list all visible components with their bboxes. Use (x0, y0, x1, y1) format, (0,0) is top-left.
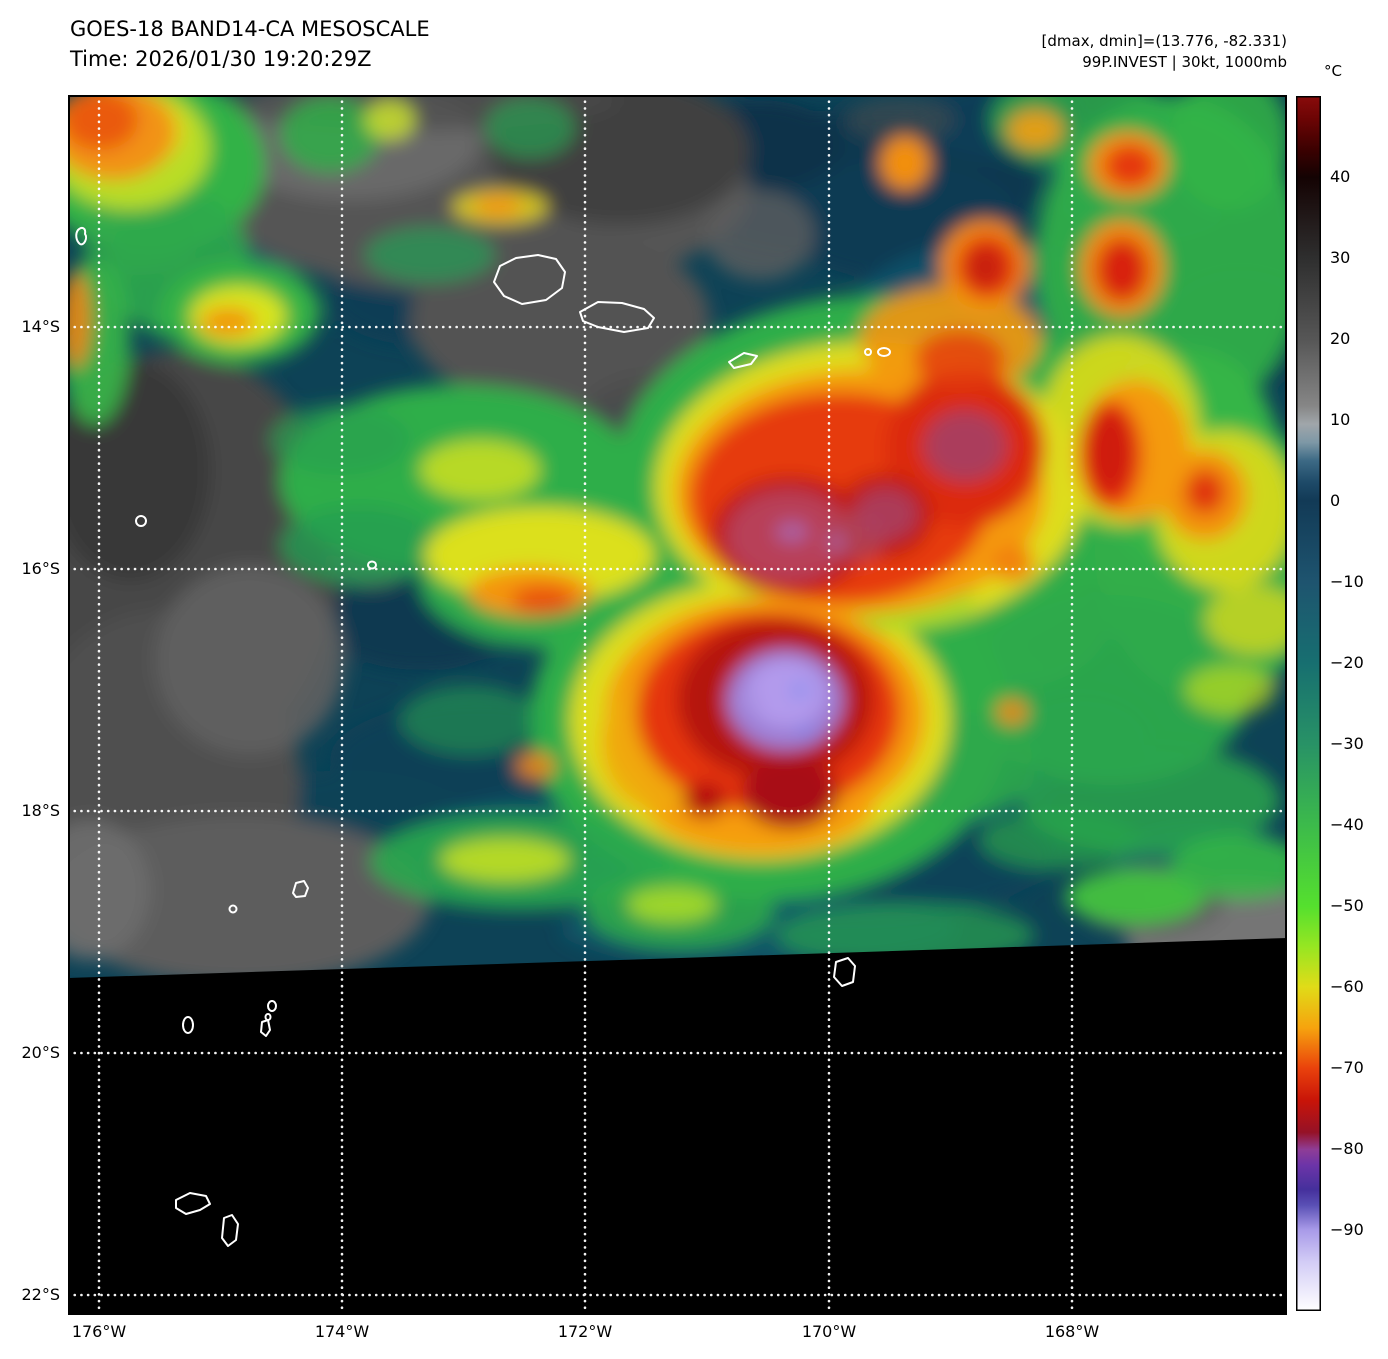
title-block: GOES-18 BAND14-CA MESOSCALE Time: 2026/0… (70, 14, 430, 74)
figure-timestamp: Time: 2026/01/30 19:20:29Z (70, 47, 372, 71)
latlon-gridlines (68, 95, 1287, 1315)
colorbar-tick-10: 10 (1330, 410, 1351, 430)
colorbar-tick-20: 20 (1330, 329, 1351, 349)
lon-tick-172°W: 172°W (557, 1322, 613, 1341)
satellite-map: Copyright © 2020-2026 Dapiya (68, 95, 1287, 1315)
colorbar-tick-−20: −20 (1330, 653, 1364, 673)
colorbar-border (1296, 96, 1321, 1311)
colorbar-tick-−10: −10 (1330, 572, 1364, 592)
lon-tick-176°W: 176°W (71, 1322, 127, 1341)
map-border (68, 95, 1287, 1315)
colorbar-tick-−80: −80 (1330, 1139, 1364, 1159)
colorbar-tick-−60: −60 (1330, 977, 1364, 997)
colorbar (1296, 96, 1321, 1311)
lat-tick-22°S: 22°S (21, 1285, 60, 1305)
satellite-ir-image (68, 95, 1287, 1315)
colorbar-tick-−30: −30 (1330, 734, 1364, 754)
no-data-region (68, 938, 1287, 1315)
colorbar-gradient (1296, 96, 1321, 1311)
annotation-block: [dmax, dmin]=(13.776, -82.331) 99P.INVES… (1042, 31, 1287, 73)
colorbar-tick-−40: −40 (1330, 815, 1364, 835)
lat-tick-20°S: 20°S (21, 1043, 60, 1063)
colorbar-tick-−50: −50 (1330, 896, 1364, 916)
colorbar-tick-40: 40 (1330, 167, 1351, 187)
colorbar-tick-30: 30 (1330, 248, 1351, 268)
colorbar-unit-label: °C (1324, 62, 1342, 80)
dmax-dmin-annotation: [dmax, dmin]=(13.776, -82.331) (1041, 32, 1287, 50)
ir-cloud-field (68, 95, 1287, 990)
lat-tick-18°S: 18°S (21, 801, 60, 821)
lon-tick-170°W: 170°W (801, 1322, 857, 1341)
lon-tick-168°W: 168°W (1044, 1322, 1100, 1341)
coastline-outlines (75, 226, 891, 1247)
lat-tick-14°S: 14°S (21, 317, 60, 337)
lat-tick-16°S: 16°S (21, 559, 60, 579)
colorbar-tick-−90: −90 (1330, 1220, 1364, 1240)
colorbar-tick-0: 0 (1330, 491, 1341, 511)
storm-info-annotation: 99P.INVEST | 30kt, 1000mb (1082, 53, 1287, 71)
figure-title: GOES-18 BAND14-CA MESOSCALE (70, 17, 430, 41)
lon-tick-174°W: 174°W (314, 1322, 370, 1341)
colorbar-tick-−70: −70 (1330, 1058, 1364, 1078)
